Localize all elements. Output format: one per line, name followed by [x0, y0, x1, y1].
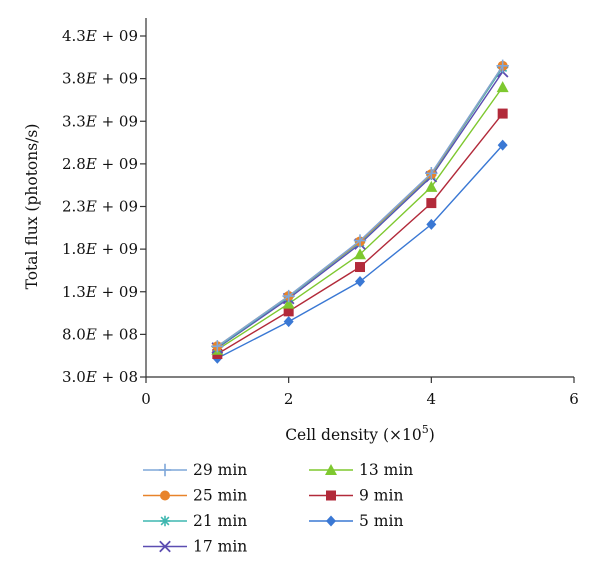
series-line-13-min — [216, 86, 504, 351]
data-point-13-min — [425, 180, 438, 192]
series-line-21-min — [216, 67, 504, 348]
legend-marker-9-min — [326, 490, 336, 501]
x-tick-label: 4 — [427, 390, 437, 408]
series-5-min — [212, 139, 508, 364]
legend-item-17-min: 17 min — [143, 538, 247, 556]
legend-item-9-min: 9 min — [309, 487, 403, 505]
y-tick-label: 2.8E + 09 — [62, 155, 138, 173]
series-line-17-min — [216, 71, 504, 349]
y-tick-label: 1.8E + 09 — [62, 240, 138, 258]
data-point-9-min — [355, 262, 365, 273]
legend-marker-29-min — [158, 463, 172, 477]
legend-label-5-min: 5 min — [359, 512, 403, 530]
series-29-min — [211, 59, 509, 353]
series-25-min — [212, 60, 508, 352]
legend-label-9-min: 9 min — [359, 487, 403, 505]
series-13-min — [211, 81, 509, 355]
data-point-9-min — [426, 198, 437, 209]
data-point-9-min — [497, 108, 508, 119]
legend-item-21-min: 21 min — [143, 512, 247, 530]
x-tick-label: 0 — [141, 390, 151, 408]
x-tick-label: 2 — [284, 390, 294, 408]
y-axis-title: Total flux (photons/s) — [23, 124, 41, 290]
y-tick-label: 3.0E + 08 — [62, 368, 138, 386]
legend-item-13-min: 13 min — [309, 461, 413, 479]
series-21-min — [212, 62, 508, 353]
data-point-5-min — [355, 276, 365, 288]
series-line-29-min — [216, 65, 504, 347]
legend-item-25-min: 25 min — [143, 487, 247, 505]
legend-item-29-min: 29 min — [143, 461, 247, 479]
legend: 29 min 25 min 21 min 17 min 13 min 9 min 5 min — [143, 461, 413, 556]
y-tick-label: 8.0E + 08 — [62, 325, 138, 343]
y-tick-label: 4.3E + 09 — [62, 27, 138, 45]
axes: 3.0E + 08 8.0E + 08 1.3E + 09 1.8E + 09 2.3E… — [23, 18, 579, 444]
data-point-5-min — [497, 139, 508, 151]
y-tick-label: 2.3E + 09 — [62, 198, 138, 216]
series-line-25-min — [216, 65, 504, 347]
legend-label-25-min: 25 min — [193, 487, 247, 505]
data-point-29-min — [282, 289, 295, 303]
plot-area — [211, 59, 509, 364]
legend-marker-13-min — [325, 464, 337, 475]
legend-marker-21-min — [159, 515, 171, 527]
x-tick-label: 6 — [569, 390, 579, 408]
data-point-29-min — [425, 167, 438, 180]
data-point-29-min — [211, 340, 224, 353]
data-point-13-min — [354, 248, 366, 260]
data-point-5-min — [426, 218, 437, 230]
legend-label-21-min: 21 min — [193, 512, 247, 530]
legend-marker-5-min — [326, 515, 336, 527]
y-tick-label: 3.8E + 09 — [62, 70, 138, 88]
series-17-min — [211, 65, 509, 354]
legend-item-5-min: 5 min — [309, 512, 403, 530]
legend-label-17-min: 17 min — [193, 538, 247, 556]
data-point-9-min — [283, 306, 294, 317]
legend-label-13-min: 13 min — [359, 461, 413, 479]
data-point-29-min — [496, 59, 509, 73]
legend-label-29-min: 29 min — [193, 461, 247, 479]
y-tick-label: 1.3E + 09 — [62, 283, 138, 301]
data-point-13-min — [282, 297, 295, 309]
y-tick-label: 3.3E + 09 — [62, 112, 138, 130]
x-axis-title: Cell density (×105) — [285, 423, 435, 444]
legend-marker-25-min — [160, 490, 170, 501]
data-point-13-min — [496, 81, 509, 93]
legend-marker-17-min — [159, 540, 171, 553]
data-point-5-min — [283, 316, 294, 328]
data-point-29-min — [353, 234, 367, 247]
